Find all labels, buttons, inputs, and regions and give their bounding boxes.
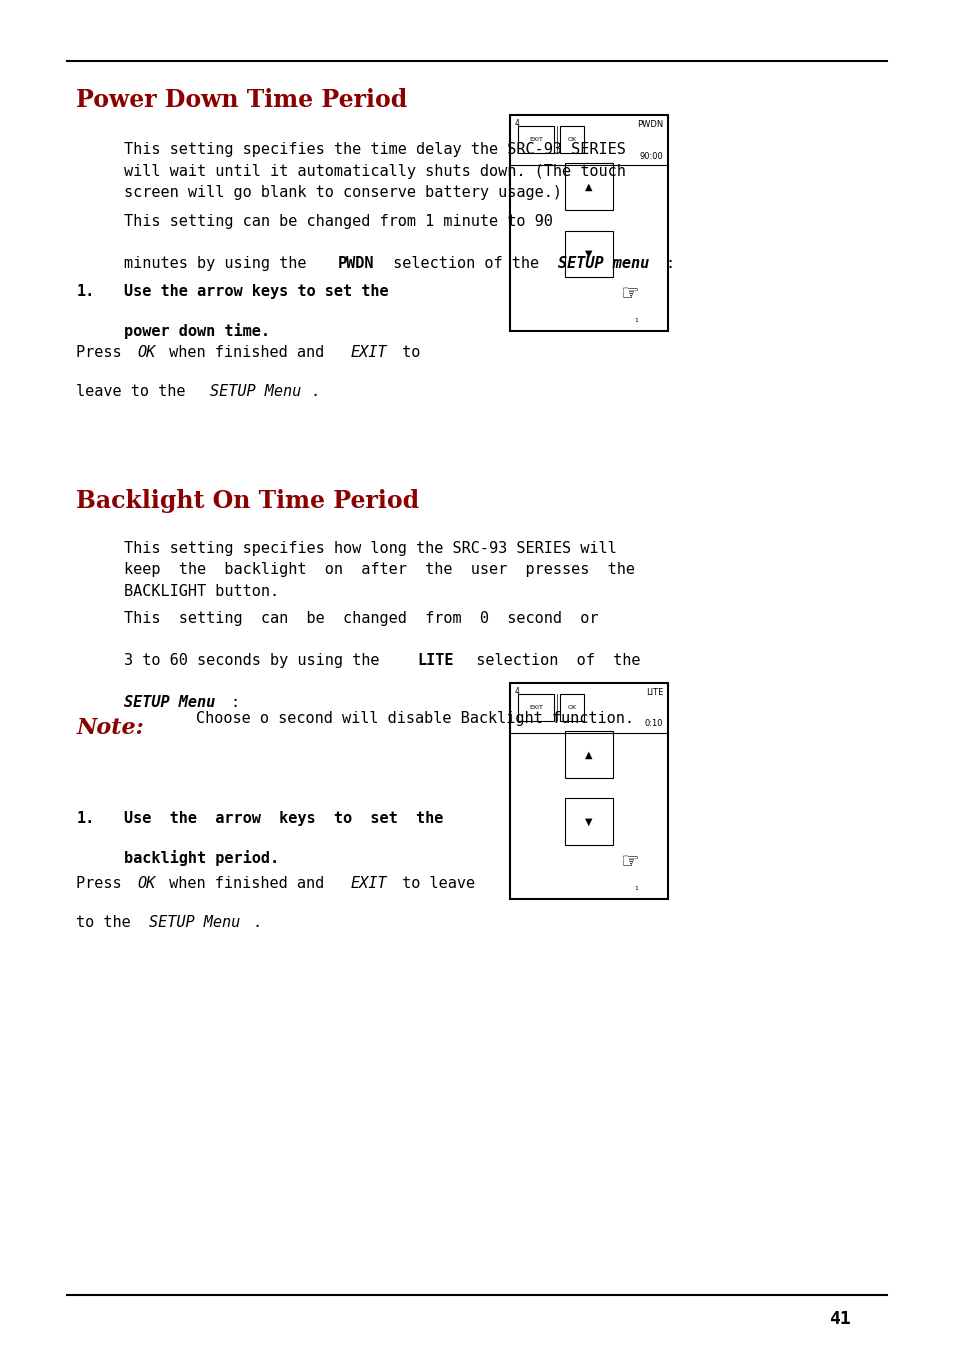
Text: OK: OK	[137, 876, 155, 891]
Text: Use  the  arrow  keys  to  set  the: Use the arrow keys to set the	[124, 811, 443, 826]
Text: ▼: ▼	[585, 817, 592, 826]
Text: EXIT: EXIT	[529, 706, 542, 710]
Bar	[510, 683, 667, 899]
Text: when finished and: when finished and	[160, 345, 334, 360]
Text: SETUP menu: SETUP menu	[558, 256, 649, 270]
Text: OK: OK	[567, 138, 576, 142]
Text: 4: 4	[514, 119, 518, 128]
Text: SETUP Menu: SETUP Menu	[210, 384, 301, 399]
Text: 41: 41	[828, 1310, 849, 1328]
Bar	[565, 731, 612, 777]
Text: PWDN: PWDN	[337, 256, 374, 270]
Text: SETUP Menu: SETUP Menu	[124, 695, 215, 710]
Text: OK: OK	[567, 706, 576, 710]
Text: to: to	[393, 345, 420, 360]
Text: 0:10: 0:10	[644, 719, 662, 729]
Text: :: :	[664, 256, 674, 270]
Text: 1: 1	[634, 318, 638, 323]
Text: when finished and: when finished and	[160, 876, 334, 891]
Text: EXIT: EXIT	[350, 876, 386, 891]
Text: This setting specifies the time delay the SRC-93 SERIES
will wait until it autom: This setting specifies the time delay th…	[124, 142, 625, 200]
Text: 1.: 1.	[76, 811, 94, 826]
Text: OK: OK	[137, 345, 155, 360]
Text: EXIT: EXIT	[529, 138, 542, 142]
Text: .: .	[253, 915, 262, 930]
Text: Press: Press	[76, 345, 131, 360]
Bar	[517, 694, 554, 722]
Text: ▲: ▲	[585, 181, 592, 192]
Text: ▼: ▼	[585, 249, 592, 258]
Text: selection  of  the: selection of the	[457, 653, 639, 668]
Text: 90:00: 90:00	[639, 151, 662, 161]
Text: Use the arrow keys to set the: Use the arrow keys to set the	[124, 284, 388, 299]
Bar	[565, 164, 612, 210]
Text: Backlight On Time Period: Backlight On Time Period	[76, 489, 419, 514]
Text: power down time.: power down time.	[124, 323, 270, 339]
Text: 3 to 60 seconds by using the: 3 to 60 seconds by using the	[124, 653, 388, 668]
Text: Power Down Time Period: Power Down Time Period	[76, 88, 407, 112]
Bar	[559, 694, 583, 722]
Bar	[510, 115, 667, 331]
Text: LITE: LITE	[645, 688, 662, 698]
Text: selection of the: selection of the	[383, 256, 547, 270]
Text: ☞: ☞	[619, 852, 639, 872]
Text: Note:: Note:	[76, 717, 144, 738]
Text: to leave: to leave	[393, 876, 475, 891]
Text: This setting specifies how long the SRC-93 SERIES will
keep  the  backlight  on : This setting specifies how long the SRC-…	[124, 541, 635, 599]
Text: minutes by using the: minutes by using the	[124, 256, 315, 270]
Text: ▲: ▲	[585, 749, 592, 760]
Text: PWDN: PWDN	[636, 120, 662, 130]
Text: backlight period.: backlight period.	[124, 850, 279, 867]
Text: :: :	[231, 695, 240, 710]
Text: 1.: 1.	[76, 284, 94, 299]
Text: Press: Press	[76, 876, 131, 891]
Text: 1: 1	[634, 886, 638, 891]
Bar	[517, 126, 554, 154]
Text: ☞: ☞	[619, 284, 639, 304]
Text: This setting can be changed from 1 minute to 90: This setting can be changed from 1 minut…	[124, 214, 553, 228]
Text: SETUP Menu: SETUP Menu	[149, 915, 240, 930]
Text: leave to the: leave to the	[76, 384, 194, 399]
Text: This  setting  can  be  changed  from  0  second  or: This setting can be changed from 0 secon…	[124, 611, 598, 626]
Text: Choose o second will disable Backlight function.: Choose o second will disable Backlight f…	[195, 711, 633, 726]
Text: .: .	[310, 384, 319, 399]
Bar	[565, 231, 612, 277]
Text: to the: to the	[76, 915, 140, 930]
Text: LITE: LITE	[416, 653, 453, 668]
Bar	[565, 799, 612, 845]
Text: EXIT: EXIT	[350, 345, 386, 360]
Text: 4: 4	[514, 687, 518, 696]
Bar	[559, 126, 583, 154]
